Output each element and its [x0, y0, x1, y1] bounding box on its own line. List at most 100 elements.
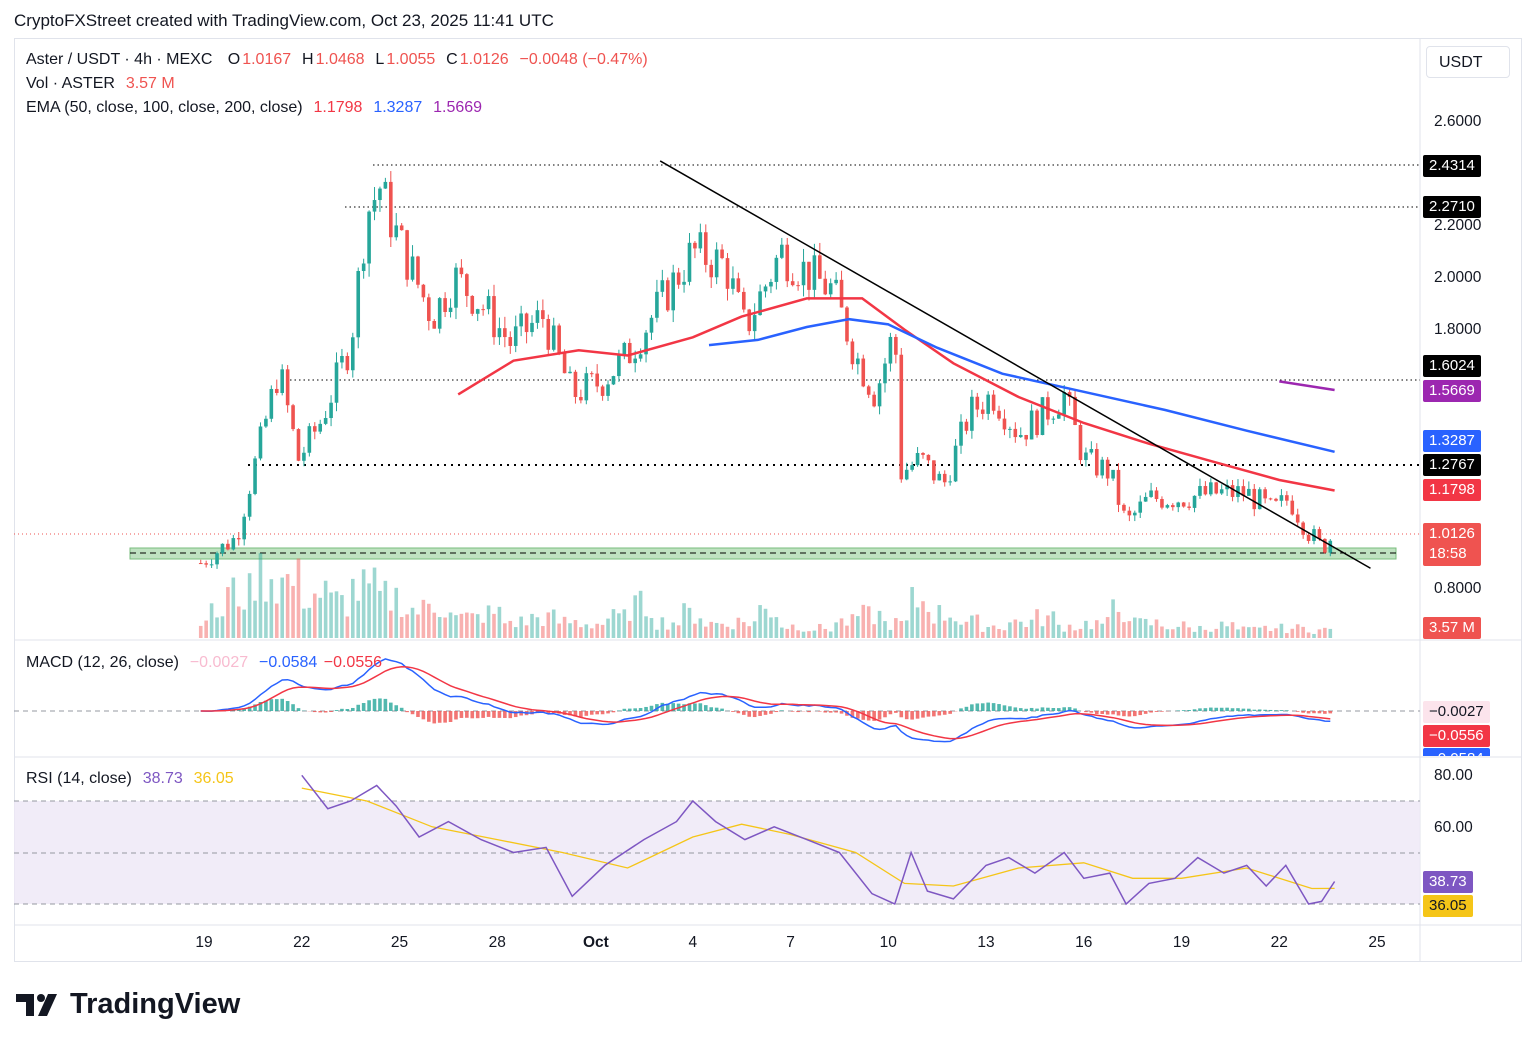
candle-body — [997, 410, 1001, 419]
time-tick-7[interactable]: 10 — [879, 934, 897, 951]
macd-hist-bar — [872, 711, 876, 721]
open-label: O — [227, 51, 241, 68]
candle-body — [752, 315, 757, 332]
time-tick-11[interactable]: 22 — [1270, 934, 1288, 951]
symbol-label[interactable]: Aster / USDT · 4h · MEXC — [26, 51, 213, 68]
time-tick-1[interactable]: 22 — [293, 934, 311, 951]
rsi-ma-line — [301, 787, 1335, 890]
volume-bar — [231, 577, 236, 638]
candle-body — [921, 452, 925, 455]
rsi-tick-60[interactable]: 60.00 — [1434, 819, 1473, 836]
candle-body — [1051, 418, 1056, 420]
time-tick-0[interactable]: 19 — [195, 934, 213, 951]
volume-bar — [1149, 625, 1153, 638]
time-tick-2[interactable]: 25 — [390, 934, 409, 951]
candle-body — [1247, 488, 1251, 496]
volume-bar — [790, 624, 795, 638]
candle-body — [611, 376, 616, 385]
price-tick-2-2[interactable]: 2.2000 — [1434, 217, 1482, 234]
time-tick-9[interactable]: 16 — [1075, 934, 1093, 951]
candle-body — [1241, 486, 1246, 496]
macd-hist-bar — [1062, 707, 1066, 711]
volume-bar — [1105, 617, 1110, 638]
price-tick-2-6[interactable]: 2.6000 — [1434, 113, 1482, 130]
candle-body — [1263, 489, 1267, 499]
time-tick-3[interactable]: 28 — [488, 934, 506, 951]
volume-bar — [720, 623, 724, 638]
macd-signal-value: −0.0556 — [323, 654, 383, 671]
candle-body — [1252, 488, 1257, 510]
descending-trendline[interactable] — [659, 160, 1371, 569]
chart-frame[interactable] — [14, 38, 1522, 962]
candle-body — [937, 473, 942, 481]
price-tick-2-0[interactable]: 2.0000 — [1434, 269, 1482, 286]
macd-hist-bar — [1138, 711, 1143, 716]
macd-hist-bar — [926, 711, 931, 717]
volume-bar — [975, 614, 980, 638]
rsi-label[interactable]: RSI (14, close) — [26, 770, 132, 787]
candle-body — [774, 257, 779, 282]
volume-bar — [274, 603, 279, 638]
time-tick-4[interactable]: Oct — [583, 934, 609, 951]
candle-body — [617, 354, 621, 377]
macd-hist-bar — [1056, 708, 1061, 711]
macd-hist-bar — [638, 708, 643, 711]
ema-label[interactable]: EMA (50, close, 100, close, 200, close) — [26, 99, 303, 116]
candle-body — [877, 383, 882, 407]
volume-bar — [774, 617, 779, 638]
volume-bar — [437, 617, 442, 638]
candle-body — [1198, 486, 1202, 496]
time-tick-8[interactable]: 13 — [977, 934, 995, 951]
volume-bar — [894, 618, 898, 638]
candle-body — [714, 249, 719, 278]
tradingview-logo[interactable]: TradingView — [16, 988, 240, 1021]
time-tick-5[interactable]: 4 — [688, 934, 698, 951]
volume-bar — [1236, 629, 1240, 638]
volume-bar — [242, 609, 246, 638]
volume-bar — [627, 620, 632, 638]
time-tick-10[interactable]: 19 — [1172, 934, 1191, 951]
volume-bar — [693, 623, 697, 638]
volume-bar — [1295, 624, 1300, 638]
candle-body — [953, 445, 958, 482]
candle-body — [437, 298, 442, 329]
volume-bar — [1008, 622, 1012, 638]
volume-bar — [1203, 629, 1208, 638]
volume-bar — [1100, 623, 1105, 638]
candle-body — [622, 342, 627, 355]
volume-bar — [714, 622, 719, 638]
macd-hist-bar — [698, 703, 703, 711]
candle-body — [236, 538, 241, 540]
ema-legend: EMA (50, close, 100, close, 200, close) … — [26, 99, 484, 117]
candle-body — [383, 181, 388, 189]
time-tick-6[interactable]: 7 — [786, 934, 795, 951]
ema50-value: 1.1798 — [313, 99, 363, 116]
macd-hist-bar — [818, 711, 822, 712]
macd-hist-bar — [1008, 706, 1012, 711]
candle-body — [557, 325, 561, 353]
macd-label[interactable]: MACD (12, 26, close) — [26, 654, 179, 671]
candle-body — [736, 278, 741, 292]
macd-hist-bar — [790, 711, 795, 712]
volume-bar — [508, 620, 513, 638]
macd-hist-bar — [714, 707, 719, 711]
currency-button[interactable]: USDT — [1426, 46, 1510, 78]
price-tick-0-8[interactable]: 0.8000 — [1434, 580, 1482, 597]
candle-body — [894, 336, 898, 355]
macd-hist-bar — [1203, 708, 1208, 711]
macd-hist-bar — [834, 711, 838, 713]
candle-body — [546, 319, 551, 350]
volume-bar — [926, 611, 931, 638]
candle-body — [562, 352, 567, 374]
volume-bar — [475, 614, 480, 638]
volume-label[interactable]: Vol · ASTER — [26, 75, 115, 92]
volume-bar — [617, 613, 621, 638]
volume-bar — [1241, 626, 1246, 638]
time-tick-12[interactable]: 25 — [1368, 934, 1386, 951]
rsi-tick-80[interactable]: 80.00 — [1434, 767, 1473, 784]
candle-body — [904, 469, 909, 480]
price-tick-1-8[interactable]: 1.8000 — [1434, 321, 1482, 338]
macd-hist-bar — [443, 711, 447, 723]
volume-bar — [1209, 631, 1213, 638]
